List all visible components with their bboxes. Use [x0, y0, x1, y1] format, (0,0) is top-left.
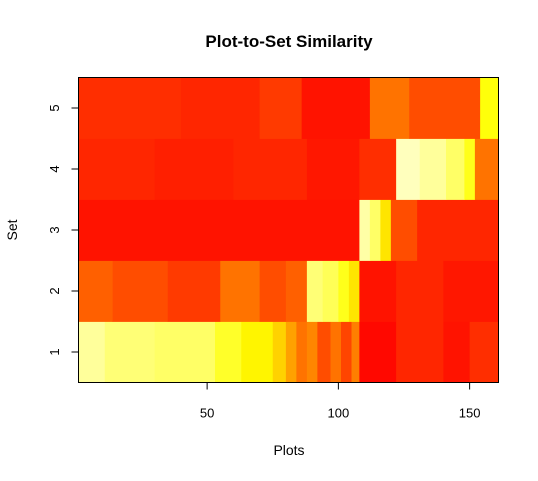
heatmap-cell-set4-1	[154, 138, 234, 200]
heatmap-cell-set4-4	[359, 138, 397, 200]
x-axis-title: Plots	[273, 442, 304, 458]
heatmap-cell-set3-3	[380, 199, 392, 261]
y-axis: 1 2 3 4 5	[47, 104, 79, 356]
heatmap-cell-set1-11	[341, 321, 352, 383]
heatmap-cell-set1-6	[285, 321, 297, 383]
y-tick-label: 5	[47, 104, 62, 111]
heatmap-cell-set2-3	[220, 260, 261, 322]
heatmap-cell-set3-5	[417, 199, 499, 261]
heatmap-cell-set3-0	[78, 199, 360, 261]
heatmap-cell-set4-6	[419, 138, 447, 200]
y-tick-label: 2	[47, 287, 62, 294]
heatmap-cell-set3-4	[390, 199, 418, 261]
heatmap-cell-set2-12	[443, 260, 499, 322]
heatmap-cell-set4-5	[396, 138, 421, 200]
heatmap-cells	[78, 77, 499, 383]
heatmap-cell-set2-0	[78, 260, 114, 322]
heatmap-cell-set1-9	[317, 321, 331, 383]
heatmap-cell-set5-3	[301, 77, 371, 139]
heatmap-cell-set1-14	[396, 321, 444, 383]
x-tick-label: 150	[459, 406, 481, 421]
heatmap-cell-set2-11	[396, 260, 444, 322]
heatmap-cell-set5-5	[409, 77, 481, 139]
heatmap-cell-set4-7	[446, 138, 465, 200]
heatmap-cell-set2-4	[259, 260, 287, 322]
heatmap-cell-set4-0	[78, 138, 156, 200]
heatmap-cell-set1-13	[359, 321, 397, 383]
y-tick-label: 3	[47, 226, 62, 233]
heatmap-cell-set1-5	[272, 321, 287, 383]
heatmap-cell-set2-8	[338, 260, 350, 322]
heatmap-cell-set5-2	[259, 77, 303, 139]
heatmap-cell-set1-3	[215, 321, 242, 383]
heatmap-cell-set2-1	[112, 260, 169, 322]
heatmap-cell-set1-12	[351, 321, 360, 383]
heatmap-cell-set2-10	[359, 260, 397, 322]
heatmap-cell-set5-0	[78, 77, 182, 139]
heatmap-cell-set3-1	[359, 199, 371, 261]
heatmap-cell-set1-7	[296, 321, 308, 383]
heatmap-cell-set2-2	[167, 260, 221, 322]
heatmap-cell-set4-8	[464, 138, 476, 200]
y-tick-label: 4	[47, 165, 62, 172]
heatmap-cell-set1-4	[241, 321, 274, 383]
heatmap-cell-set1-16	[469, 321, 499, 383]
heatmap-cell-set1-0	[78, 321, 106, 383]
y-axis-title: Set	[4, 219, 20, 240]
heatmap-cell-set1-2	[154, 321, 216, 383]
chart-title: Plot-to-Set Similarity	[205, 32, 373, 51]
heatmap-cell-set3-2	[369, 199, 381, 261]
heatmap-cell-set2-7	[322, 260, 339, 322]
heatmap-cell-set1-8	[306, 321, 318, 383]
heatmap-cell-set4-9	[474, 138, 499, 200]
heatmap-cell-set5-1	[180, 77, 261, 139]
heatmap-cell-set1-1	[104, 321, 156, 383]
x-tick-label: 50	[200, 406, 214, 421]
x-tick-label: 100	[328, 406, 350, 421]
heatmap-cell-set2-5	[285, 260, 308, 322]
heatmap-cell-set4-2	[233, 138, 308, 200]
heatmap-cell-set5-6	[480, 77, 499, 139]
y-tick-label: 1	[47, 348, 62, 355]
heatmap-cell-set4-3	[306, 138, 360, 200]
heatmap-cell-set2-6	[306, 260, 324, 322]
x-axis: 50 100 150	[200, 382, 481, 421]
heatmap-cell-set5-4	[369, 77, 410, 139]
heatmap-cell-set1-15	[443, 321, 471, 383]
heatmap-cell-set1-10	[330, 321, 342, 383]
heatmap-cell-set2-9	[348, 260, 360, 322]
